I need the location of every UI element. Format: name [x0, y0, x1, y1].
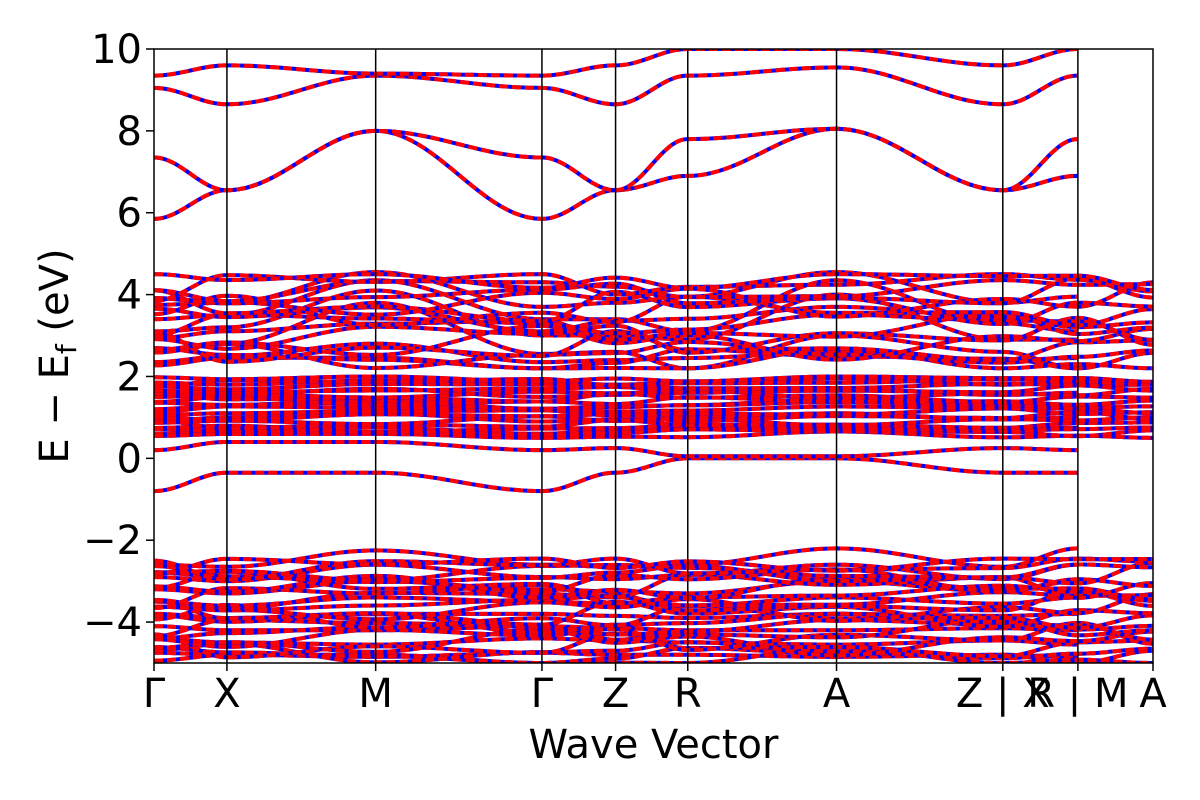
midband-band-dashed-2	[154, 423, 1153, 435]
y-tick-label: 2	[117, 354, 142, 400]
x-tick-label: X	[213, 671, 240, 717]
midband-band-dashed-6	[154, 406, 1153, 418]
y-tick-label: 6	[117, 191, 142, 237]
valence-band-dashed-21	[154, 556, 1153, 576]
midband-band-dashed-12	[154, 383, 1153, 395]
y-tick-label: −4	[83, 600, 142, 646]
midband-band-dashed-14	[154, 377, 1153, 389]
upperband-band-dashed-4	[154, 323, 1153, 362]
midband-band-dashed-11	[154, 386, 1153, 400]
valence-band-dashed-20	[154, 556, 1153, 582]
valence-band-dashed-5	[154, 620, 1153, 652]
valence-band-dashed-14	[154, 582, 1153, 611]
upperband-band-dashed-15	[154, 272, 1153, 292]
midband-band-dashed-8	[154, 400, 1153, 411]
midband-band-dashed-15	[154, 374, 1153, 384]
y-axis-ticks: −4 −2 0 2 4 6 8 10	[83, 27, 154, 646]
valence-band-dashed-3	[154, 631, 1153, 660]
y-tick-label: −2	[83, 518, 142, 564]
midband-band-dashed-13	[154, 381, 1153, 392]
high-symmetry-lines	[226, 49, 1079, 663]
midband-band-dashed-1	[154, 427, 1153, 439]
x-tick-label: R	[674, 671, 702, 717]
midband-band-dashed-0	[154, 429, 1153, 440]
x-tick-label: A	[823, 671, 851, 717]
y-tick-label: 8	[117, 109, 142, 155]
x-tick-label: R | M	[1027, 671, 1128, 717]
bands-layer	[154, 49, 1153, 663]
x-tick-label: A	[1139, 671, 1167, 717]
midband-band-dashed-9	[154, 395, 1153, 407]
y-tick-label: 0	[117, 436, 142, 482]
midband-band-dashed-5	[154, 410, 1153, 424]
midband-band-dashed-4	[154, 414, 1153, 428]
x-tick-label: Z | X	[956, 671, 1050, 717]
upperband-band-dashed-14	[154, 272, 1153, 303]
band-line-dashed-9	[154, 300, 1078, 371]
y-tick-label: 4	[117, 273, 142, 319]
x-tick-label: M	[358, 671, 393, 717]
upperband-band-dashed-6	[154, 311, 1153, 342]
valence-band-dashed-18	[154, 560, 1153, 586]
upperband-band-dashed-5	[154, 315, 1153, 355]
x-axis-label: Wave Vector	[529, 722, 780, 768]
plot-frame	[153, 48, 1154, 664]
x-tick-label: Γ	[531, 671, 554, 717]
y-axis-label-unit: (eV)	[32, 248, 78, 344]
midband-band-dashed-3	[154, 418, 1153, 431]
x-tick-label: Z	[602, 671, 629, 717]
y-axis-label-subscript: f	[50, 343, 83, 354]
midband-band-dashed-10	[154, 391, 1153, 405]
x-tick-label: Γ	[143, 671, 166, 717]
y-tick-label: 10	[91, 27, 142, 73]
y-axis-label: E − Ef (eV)	[32, 248, 83, 463]
y-axis-label-main: E − E	[32, 354, 78, 464]
